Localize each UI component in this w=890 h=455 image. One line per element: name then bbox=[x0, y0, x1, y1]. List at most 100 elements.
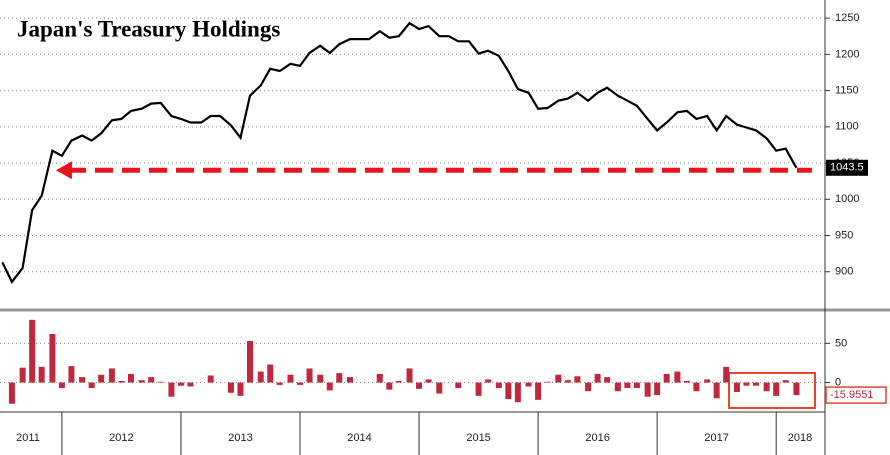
x-tick-label: 2013 bbox=[228, 432, 252, 444]
bar bbox=[564, 380, 571, 383]
bar bbox=[614, 382, 621, 392]
bar bbox=[624, 382, 631, 389]
bar bbox=[58, 382, 65, 389]
bar bbox=[267, 364, 274, 383]
bar bbox=[68, 366, 75, 383]
bar bbox=[436, 382, 443, 394]
bar bbox=[654, 382, 661, 396]
last-value-tag bbox=[826, 159, 868, 176]
bar bbox=[276, 382, 283, 385]
bar bbox=[425, 379, 432, 383]
bar bbox=[395, 380, 402, 383]
bar bbox=[535, 382, 542, 400]
bar bbox=[525, 382, 532, 387]
bar bbox=[227, 382, 234, 393]
bar bbox=[38, 366, 45, 383]
x-tick-label: 2018 bbox=[788, 432, 812, 444]
bar bbox=[683, 380, 690, 383]
y-tick-label: 1100 bbox=[835, 121, 859, 133]
bar bbox=[782, 380, 789, 383]
bar bbox=[763, 382, 770, 392]
bar bbox=[574, 376, 581, 383]
bar bbox=[594, 373, 601, 383]
bar bbox=[336, 373, 343, 383]
bar bbox=[505, 382, 512, 400]
bar bbox=[98, 374, 105, 383]
bar bbox=[475, 382, 482, 396]
bar bbox=[49, 333, 56, 383]
y-tick-label: 0 bbox=[835, 376, 841, 388]
bar bbox=[168, 382, 175, 397]
bar bbox=[177, 382, 184, 386]
y-tick-label: 1150 bbox=[835, 84, 859, 96]
y-tick-label: 950 bbox=[835, 229, 853, 241]
bar bbox=[674, 371, 681, 383]
bar bbox=[633, 382, 640, 389]
bar bbox=[485, 379, 492, 383]
bar bbox=[8, 382, 15, 404]
bar bbox=[148, 377, 155, 383]
bar bbox=[19, 367, 26, 383]
highlight-box bbox=[728, 372, 816, 409]
bar bbox=[88, 382, 95, 389]
bar bbox=[247, 341, 253, 383]
arrow-head bbox=[55, 161, 72, 180]
bar bbox=[287, 374, 294, 383]
bar bbox=[207, 375, 214, 383]
bar bbox=[752, 382, 759, 386]
x-tick-label: 2017 bbox=[704, 432, 728, 444]
bar bbox=[306, 368, 313, 383]
bar bbox=[644, 382, 651, 397]
bar bbox=[793, 382, 800, 396]
x-tick-label: 2016 bbox=[585, 432, 609, 444]
y-tick-label: 900 bbox=[835, 266, 853, 278]
bar bbox=[187, 382, 194, 387]
bar bbox=[406, 368, 413, 383]
bar bbox=[733, 382, 740, 392]
bar bbox=[416, 382, 423, 389]
bar bbox=[79, 377, 86, 383]
bar bbox=[347, 377, 353, 383]
x-tick-label: 2015 bbox=[466, 432, 490, 444]
bar bbox=[663, 373, 670, 383]
bar bbox=[713, 382, 720, 399]
y-tick-label: 1200 bbox=[835, 48, 859, 60]
bar bbox=[257, 371, 264, 383]
chart-title: Japan's Treasury Holdings bbox=[17, 16, 280, 41]
line bbox=[1, 21, 798, 284]
x-tick-label: 2012 bbox=[109, 432, 133, 444]
bar bbox=[386, 382, 393, 390]
bar bbox=[455, 382, 462, 389]
last-value-label: -15.9551 bbox=[830, 389, 873, 401]
bar bbox=[29, 319, 36, 383]
y-tick-label: 1250 bbox=[835, 12, 859, 24]
last-value-label: 1043.5 bbox=[830, 162, 864, 174]
bar bbox=[297, 382, 303, 385]
bar bbox=[376, 373, 383, 383]
bar bbox=[317, 374, 324, 383]
bar bbox=[723, 366, 730, 383]
y-tick-label: 50 bbox=[835, 337, 847, 349]
x-tick-label: 2011 bbox=[16, 432, 40, 444]
y-tick-label: 1000 bbox=[835, 193, 859, 205]
bar bbox=[514, 382, 521, 403]
bar bbox=[585, 382, 592, 392]
bar bbox=[138, 380, 145, 383]
bar bbox=[544, 381, 551, 383]
bar bbox=[773, 382, 780, 396]
bar bbox=[118, 380, 125, 383]
bar bbox=[495, 382, 502, 389]
bar bbox=[127, 373, 134, 383]
bar bbox=[237, 382, 244, 396]
x-tick-label: 2014 bbox=[347, 432, 371, 444]
bar bbox=[693, 382, 700, 392]
bar bbox=[555, 374, 562, 383]
bar bbox=[743, 382, 750, 386]
bar bbox=[157, 381, 164, 383]
bar bbox=[326, 382, 333, 391]
bar bbox=[704, 379, 711, 383]
last-value-tag bbox=[825, 386, 887, 404]
bar bbox=[108, 368, 115, 383]
